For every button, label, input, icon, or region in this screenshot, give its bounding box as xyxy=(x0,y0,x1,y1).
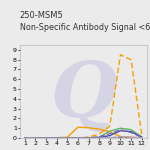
Text: Non-Specific Antibody Signal <6%: Non-Specific Antibody Signal <6% xyxy=(20,22,150,32)
Text: Q: Q xyxy=(50,59,117,133)
Text: 250-MSM5: 250-MSM5 xyxy=(20,11,63,20)
